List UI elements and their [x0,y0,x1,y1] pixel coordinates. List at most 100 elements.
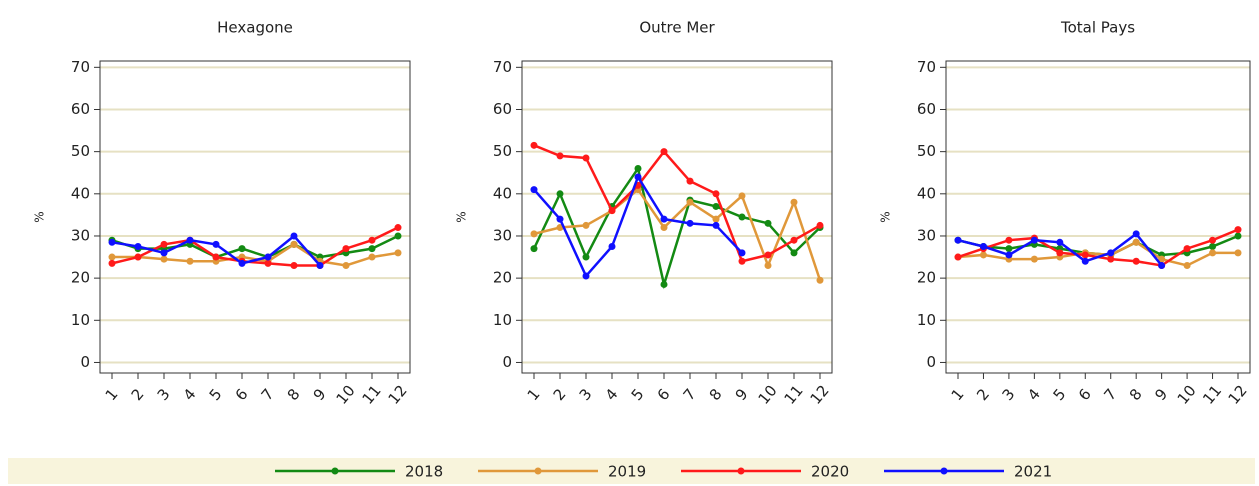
data-point [1158,261,1166,269]
x-tick-label: 2 [973,385,993,404]
x-tick-label: 1 [102,385,122,404]
data-point [1005,236,1013,244]
x-tick-label: 2 [128,385,148,404]
data-point [764,261,772,269]
data-point [712,190,720,198]
x-tick-label: 12 [807,382,833,408]
legend-marker [737,467,745,475]
data-point [634,173,642,181]
data-point [530,245,538,253]
data-point [1234,232,1242,240]
x-tick-label: 6 [654,385,674,404]
data-point [816,221,824,229]
data-point [264,259,272,267]
data-point [582,221,590,229]
data-point [1158,255,1166,263]
x-tick-label: 11 [359,382,385,408]
y-tick-label: 70 [917,58,936,76]
data-point [556,215,564,223]
x-tick-label: 8 [284,385,304,404]
y-tick-label: 30 [917,226,936,244]
data-point [1107,255,1115,263]
data-point [108,259,116,267]
x-tick-label: 3 [999,385,1019,404]
panel-title: Hexagone [217,19,293,37]
data-point [790,198,798,206]
legend-background [8,458,1255,484]
data-point [582,253,590,261]
x-tick-label: 2 [550,385,570,404]
data-point [160,255,168,263]
x-tick-label: 9 [732,385,752,404]
data-point [1132,238,1140,246]
data-point [530,141,538,149]
data-point [582,272,590,280]
data-point [290,232,298,240]
y-tick-label: 40 [71,184,90,202]
data-point [368,253,376,261]
data-point [979,251,987,259]
legend-label: 2020 [811,463,849,481]
y-tick-label: 60 [71,100,90,118]
x-tick-label: 11 [781,382,807,408]
y-axis-label: % [455,211,469,222]
x-tick-label: 10 [333,382,359,408]
x-tick-label: 5 [1049,385,1069,404]
data-point [530,230,538,238]
data-point [342,261,350,269]
data-point [738,249,746,257]
x-tick-label: 7 [680,385,700,404]
y-tick-label: 60 [493,100,512,118]
data-point [764,251,772,259]
panel-title: Total Pays [1060,19,1135,37]
y-tick-label: 0 [502,353,512,371]
data-point [186,257,194,265]
y-tick-label: 50 [71,142,90,160]
y-tick-label: 20 [917,269,936,287]
panel-title: Outre Mer [639,19,715,37]
data-point [1183,261,1191,269]
x-tick-label: 4 [180,385,200,404]
x-tick-label: 4 [1024,385,1044,404]
data-point [608,207,616,215]
data-point [660,148,668,156]
data-point [394,224,402,232]
data-point [1209,243,1217,251]
data-point [1005,251,1013,259]
data-point [108,253,116,261]
x-tick-label: 8 [1126,385,1146,404]
data-point [764,219,772,227]
data-point [1107,249,1115,257]
x-tick-label: 8 [706,385,726,404]
x-tick-label: 9 [310,385,330,404]
y-tick-label: 10 [917,311,936,329]
data-point [738,192,746,200]
y-axis-label: % [879,211,893,222]
data-point [1030,236,1038,244]
series-line [533,144,821,263]
x-tick-label: 10 [1174,382,1200,408]
legend-label: 2018 [405,463,443,481]
data-point [1234,226,1242,234]
x-tick-label: 5 [206,385,226,404]
data-point [1132,257,1140,265]
x-tick-label: 5 [628,385,648,404]
data-point [264,253,272,261]
series-line [532,165,821,290]
y-tick-label: 40 [917,184,936,202]
x-tick-label: 1 [524,385,544,404]
y-tick-label: 20 [493,269,512,287]
data-point [712,202,720,210]
data-point [634,165,642,173]
y-tick-label: 10 [493,311,512,329]
data-point [212,253,220,261]
data-point [660,215,668,223]
y-tick-label: 70 [71,58,90,76]
data-point [954,236,962,244]
data-point [556,190,564,198]
data-point [368,236,376,244]
data-point [134,253,142,261]
data-point [1005,245,1013,253]
legend-marker [534,467,542,475]
